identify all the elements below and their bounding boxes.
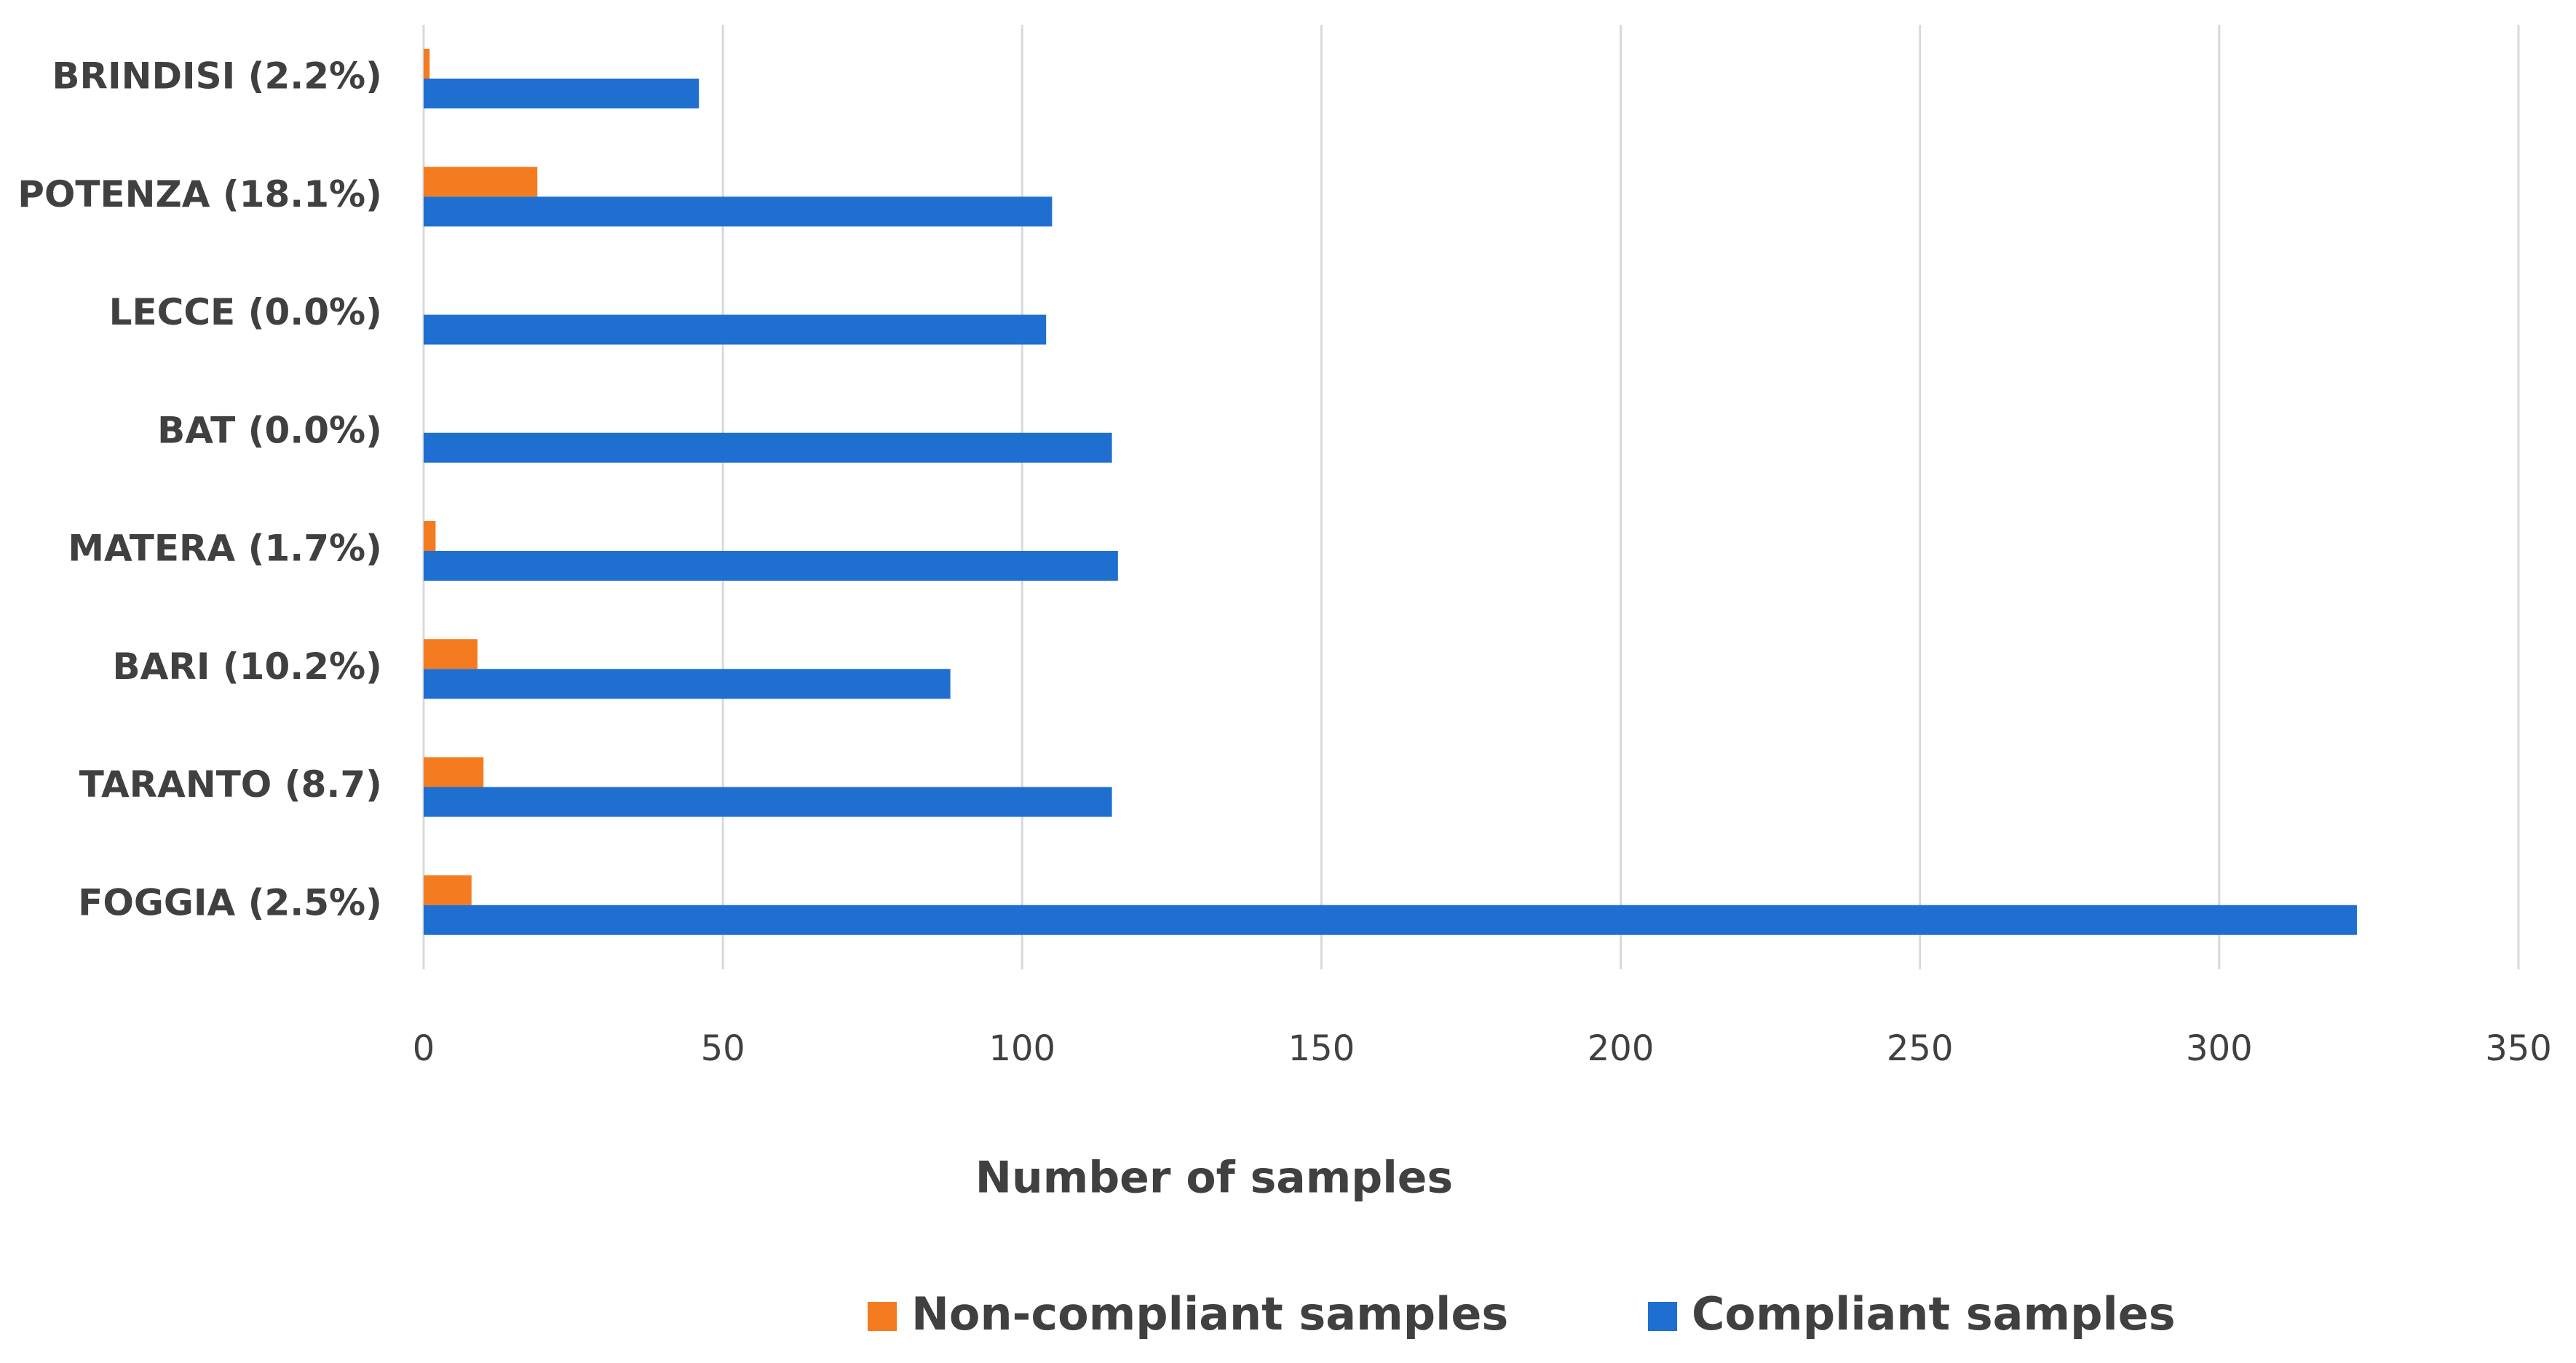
- bar: [424, 875, 472, 905]
- legend-swatch: [868, 1302, 897, 1331]
- bar: [424, 79, 700, 108]
- legend-label: Compliant samples: [1692, 1287, 2176, 1340]
- x-tick-label: 150: [1288, 1028, 1355, 1069]
- y-tick-label: POTENZA (18.1%): [17, 173, 382, 215]
- legend-label: Non-compliant samples: [911, 1287, 1508, 1340]
- x-tick-label: 100: [988, 1028, 1055, 1069]
- bar: [424, 905, 2357, 935]
- y-tick-label: BARI (10.2%): [113, 645, 382, 688]
- bar: [424, 314, 1047, 345]
- y-tick-label: FOGGIA (2.5%): [78, 881, 382, 923]
- y-tick-label: TARANTO (8.7): [79, 763, 382, 806]
- x-tick-label: 50: [701, 1028, 745, 1069]
- bar: [424, 167, 538, 197]
- x-tick-label: 300: [2186, 1028, 2253, 1069]
- x-tick-label: 200: [1588, 1028, 1654, 1069]
- bar: [424, 639, 478, 669]
- x-tick-label: 350: [2485, 1028, 2552, 1069]
- y-tick-label: LECCE (0.0%): [109, 291, 382, 333]
- bar: [424, 49, 430, 79]
- bar: [424, 787, 1112, 817]
- x-tick-label: 250: [1887, 1028, 1954, 1069]
- bar: [424, 521, 436, 551]
- x-tick-label: 0: [413, 1028, 435, 1069]
- bar: [424, 432, 1112, 463]
- bar: [424, 757, 484, 787]
- bar: [424, 196, 1053, 227]
- y-tick-label: MATERA (1.7%): [68, 528, 382, 570]
- bar: [424, 669, 951, 699]
- bar: [424, 551, 1118, 581]
- y-tick-label: BAT (0.0%): [157, 409, 382, 451]
- legend-swatch: [1648, 1302, 1677, 1331]
- x-axis-title: Number of samples: [975, 1153, 1453, 1204]
- y-tick-label: BRINDISI (2.2%): [52, 55, 382, 98]
